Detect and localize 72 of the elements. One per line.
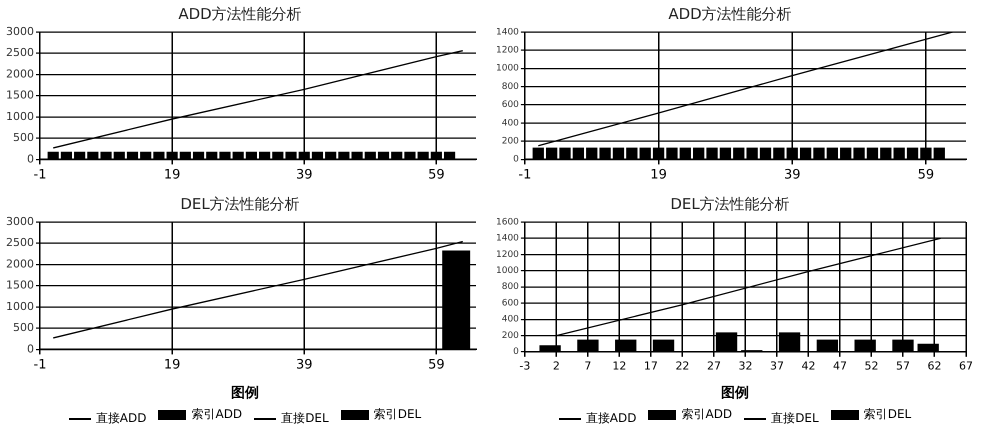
x-tick-label: 47 <box>832 359 847 372</box>
y-tick-label: 1400 <box>496 27 520 38</box>
x-tick-label: 7 <box>584 359 592 372</box>
x-tick-label: 37 <box>770 359 784 372</box>
y-tick-label: 800 <box>502 282 520 292</box>
x-tick-label: 19 <box>164 358 180 373</box>
y-tick-label: 0 <box>26 342 34 356</box>
legend-title: 图例 <box>230 384 260 402</box>
legend-label: 直接ADD <box>96 410 146 427</box>
x-tick-label: 62 <box>927 359 942 372</box>
legend-label: 索引ADD <box>191 406 242 423</box>
chart-title: DEL方法性能分析 <box>670 194 790 213</box>
x-tick-label: 59 <box>428 358 445 373</box>
y-tick-label: 2500 <box>6 46 34 60</box>
x-tick-label: 59 <box>428 168 445 183</box>
y-tick-label: 3000 <box>6 24 34 38</box>
y-tick-label: 400 <box>502 314 520 325</box>
x-tick-label: -1 <box>34 358 46 373</box>
x-tick-label: 19 <box>164 168 180 183</box>
y-tick-label: 600 <box>502 298 520 308</box>
y-tick-label: 2500 <box>6 236 34 250</box>
x-tick-label: 57 <box>896 359 910 372</box>
x-tick-label: 59 <box>918 168 934 183</box>
x-tick-label: 52 <box>864 359 878 372</box>
legend-label: 直接DEL <box>281 410 329 427</box>
y-tick-label: 1500 <box>6 88 34 102</box>
y-tick-label: 1200 <box>496 46 520 56</box>
chart-title: ADD方法性能分析 <box>668 4 792 23</box>
legend-label: 直接DEL <box>771 410 819 427</box>
x-tick-label: 42 <box>801 359 816 372</box>
x-tick-label: 39 <box>296 168 313 183</box>
y-tick-label: 0 <box>26 152 34 166</box>
y-tick-label: 2000 <box>6 257 34 270</box>
x-tick-label: 12 <box>612 359 626 372</box>
x-tick-label: -1 <box>518 168 532 183</box>
x-tick-label: 32 <box>738 359 752 372</box>
x-tick-label: 39 <box>296 358 313 373</box>
y-tick-label: 1000 <box>496 64 520 74</box>
y-tick-label: 500 <box>12 131 34 144</box>
y-tick-label: 400 <box>502 118 520 128</box>
x-tick-label: 27 <box>706 359 721 372</box>
x-tick-label: 19 <box>650 168 667 183</box>
y-tick-label: 1500 <box>6 278 34 292</box>
legend-label: 直接ADD <box>586 410 636 427</box>
y-tick-label: 1000 <box>6 110 34 123</box>
y-tick-label: 3000 <box>6 214 34 228</box>
y-tick-label: 2000 <box>6 67 34 80</box>
y-tick-label: 500 <box>12 321 34 334</box>
y-tick-label: 0 <box>513 154 520 165</box>
legend-label: 索引DEL <box>374 406 422 423</box>
y-tick-label: 1600 <box>496 217 520 228</box>
x-tick-label: 22 <box>675 359 690 372</box>
x-tick-label: -3 <box>519 359 530 372</box>
y-tick-label: 1000 <box>6 300 34 313</box>
x-tick-label: 2 <box>552 359 560 372</box>
x-tick-label: 39 <box>784 168 801 183</box>
chart-title: DEL方法性能分析 <box>180 194 300 213</box>
x-tick-label: -1 <box>34 168 46 183</box>
y-tick-label: 200 <box>502 136 520 147</box>
legend-label: 索引DEL <box>864 406 912 423</box>
legend-title: 图例 <box>720 384 750 402</box>
y-tick-label: 800 <box>502 82 520 92</box>
x-tick-label: 17 <box>644 359 658 372</box>
y-tick-label: 200 <box>502 330 520 341</box>
y-tick-label: 600 <box>502 100 520 110</box>
y-tick-label: 0 <box>513 347 520 358</box>
y-tick-label: 1200 <box>496 250 520 260</box>
chart-title: ADD方法性能分析 <box>178 4 302 23</box>
legend-label: 索引ADD <box>681 406 732 423</box>
y-tick-label: 1400 <box>496 234 520 244</box>
x-tick-label: 67 <box>959 359 973 372</box>
y-tick-label: 1000 <box>496 266 520 276</box>
